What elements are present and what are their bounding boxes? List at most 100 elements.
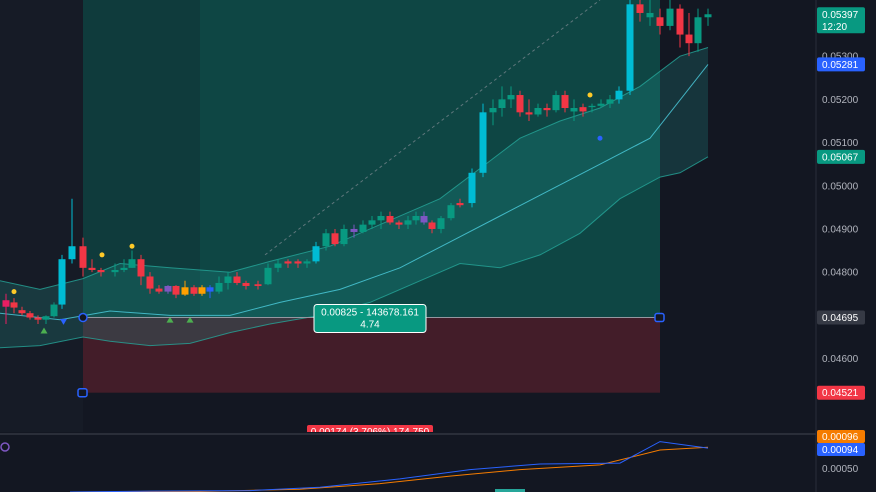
price-badge[interactable]: [817, 310, 865, 325]
position-handle-entry[interactable]: [78, 312, 88, 323]
candle-body[interactable]: [626, 4, 634, 91]
candle-body[interactable]: [312, 246, 320, 262]
candle-body[interactable]: [498, 99, 506, 108]
candle-body[interactable]: [264, 267, 272, 285]
candle-body[interactable]: [368, 220, 376, 225]
signal-triangle: [186, 316, 194, 323]
candle-body[interactable]: [111, 270, 119, 273]
candle-body[interactable]: [386, 216, 394, 223]
candle-body[interactable]: [340, 228, 348, 245]
candle-body[interactable]: [468, 172, 476, 204]
signal-dot: [11, 289, 17, 295]
candle-body[interactable]: [137, 259, 145, 277]
candle-body[interactable]: [516, 95, 524, 113]
candle-body[interactable]: [274, 263, 282, 268]
candle-body[interactable]: [18, 310, 26, 314]
oscillator-badge[interactable]: [817, 443, 865, 456]
candle-body[interactable]: [181, 287, 189, 295]
candle-body[interactable]: [552, 95, 560, 111]
candle-body[interactable]: [420, 216, 428, 223]
target-label-box[interactable]: [313, 304, 427, 334]
candle-body[interactable]: [489, 108, 497, 113]
candle-body[interactable]: [525, 112, 533, 115]
candle-body[interactable]: [534, 108, 542, 115]
price-axis-tick: 0.04800: [822, 268, 859, 279]
candle-body[interactable]: [606, 99, 614, 104]
candle-body[interactable]: [190, 287, 198, 294]
candle-body[interactable]: [172, 285, 180, 295]
candle-body[interactable]: [97, 270, 105, 273]
candle-body[interactable]: [395, 222, 403, 225]
candle-body[interactable]: [233, 276, 241, 283]
candle-body[interactable]: [294, 261, 302, 264]
candle-body[interactable]: [350, 228, 358, 232]
candle-body[interactable]: [561, 95, 569, 108]
candle-body[interactable]: [597, 103, 605, 106]
candle-body[interactable]: [128, 259, 136, 268]
candle-body[interactable]: [79, 246, 87, 268]
candle-body[interactable]: [676, 8, 684, 35]
candle-body[interactable]: [26, 313, 34, 318]
candle-body[interactable]: [2, 300, 10, 307]
candle-body[interactable]: [456, 203, 464, 206]
candle-body[interactable]: [50, 304, 58, 317]
candle-body[interactable]: [68, 246, 76, 260]
candle-body[interactable]: [636, 4, 644, 13]
position-handle-stop[interactable]: [77, 387, 88, 398]
candle-body[interactable]: [685, 34, 693, 44]
candle-body[interactable]: [322, 233, 330, 247]
price-badge[interactable]: [817, 7, 865, 34]
candle-body[interactable]: [242, 282, 250, 286]
candle-body[interactable]: [447, 205, 455, 219]
candle-body[interactable]: [155, 288, 163, 292]
candle-body[interactable]: [646, 12, 654, 18]
candle-body[interactable]: [579, 107, 587, 112]
candle-body[interactable]: [377, 216, 385, 221]
candle-body[interactable]: [359, 224, 367, 232]
price-badge-value: 0.04521: [822, 388, 859, 399]
candle-body[interactable]: [656, 17, 664, 26]
candle-body[interactable]: [331, 233, 339, 245]
candle-body[interactable]: [88, 267, 96, 270]
candle-body[interactable]: [666, 8, 674, 26]
candle-body[interactable]: [164, 285, 172, 292]
candle-body[interactable]: [206, 287, 214, 292]
gear-icon[interactable]: [0, 442, 10, 452]
candle-body[interactable]: [412, 216, 420, 221]
price-axis[interactable]: [816, 0, 876, 492]
candle-body[interactable]: [10, 302, 18, 308]
candle-body[interactable]: [34, 317, 42, 320]
candle-body[interactable]: [58, 259, 66, 305]
price-badge[interactable]: [817, 149, 865, 164]
candle-body[interactable]: [588, 105, 596, 108]
candle-body[interactable]: [615, 90, 623, 100]
candle-body[interactable]: [42, 316, 50, 320]
candle-body[interactable]: [284, 261, 292, 264]
candle-body[interactable]: [479, 112, 487, 173]
position-handle-right[interactable]: [654, 312, 665, 323]
candle-body[interactable]: [254, 284, 262, 286]
price-badge[interactable]: [817, 57, 865, 72]
candle-body[interactable]: [146, 276, 154, 289]
candle-body[interactable]: [543, 108, 551, 111]
oscillator-badge-value: 0.00094: [822, 445, 859, 456]
oscillator-main-line: [69, 441, 709, 492]
candle-body[interactable]: [507, 95, 515, 100]
candle-body[interactable]: [437, 218, 445, 229]
candle-body[interactable]: [198, 287, 206, 294]
price-badge[interactable]: [817, 385, 865, 400]
candle-body[interactable]: [704, 14, 712, 18]
candle-body[interactable]: [404, 220, 412, 225]
candle-body[interactable]: [570, 108, 578, 112]
candle-body[interactable]: [215, 282, 223, 292]
oscillator-badge[interactable]: [817, 430, 865, 443]
candle-body[interactable]: [120, 267, 128, 270]
profit-zone[interactable]: [83, 0, 660, 318]
candle-body[interactable]: [224, 276, 232, 283]
candle-body[interactable]: [303, 261, 311, 264]
candle-body[interactable]: [428, 222, 436, 229]
price-axis-tick: 0.05300: [822, 52, 859, 63]
trend-line[interactable]: [264, 0, 601, 256]
candle-body[interactable]: [694, 17, 702, 44]
